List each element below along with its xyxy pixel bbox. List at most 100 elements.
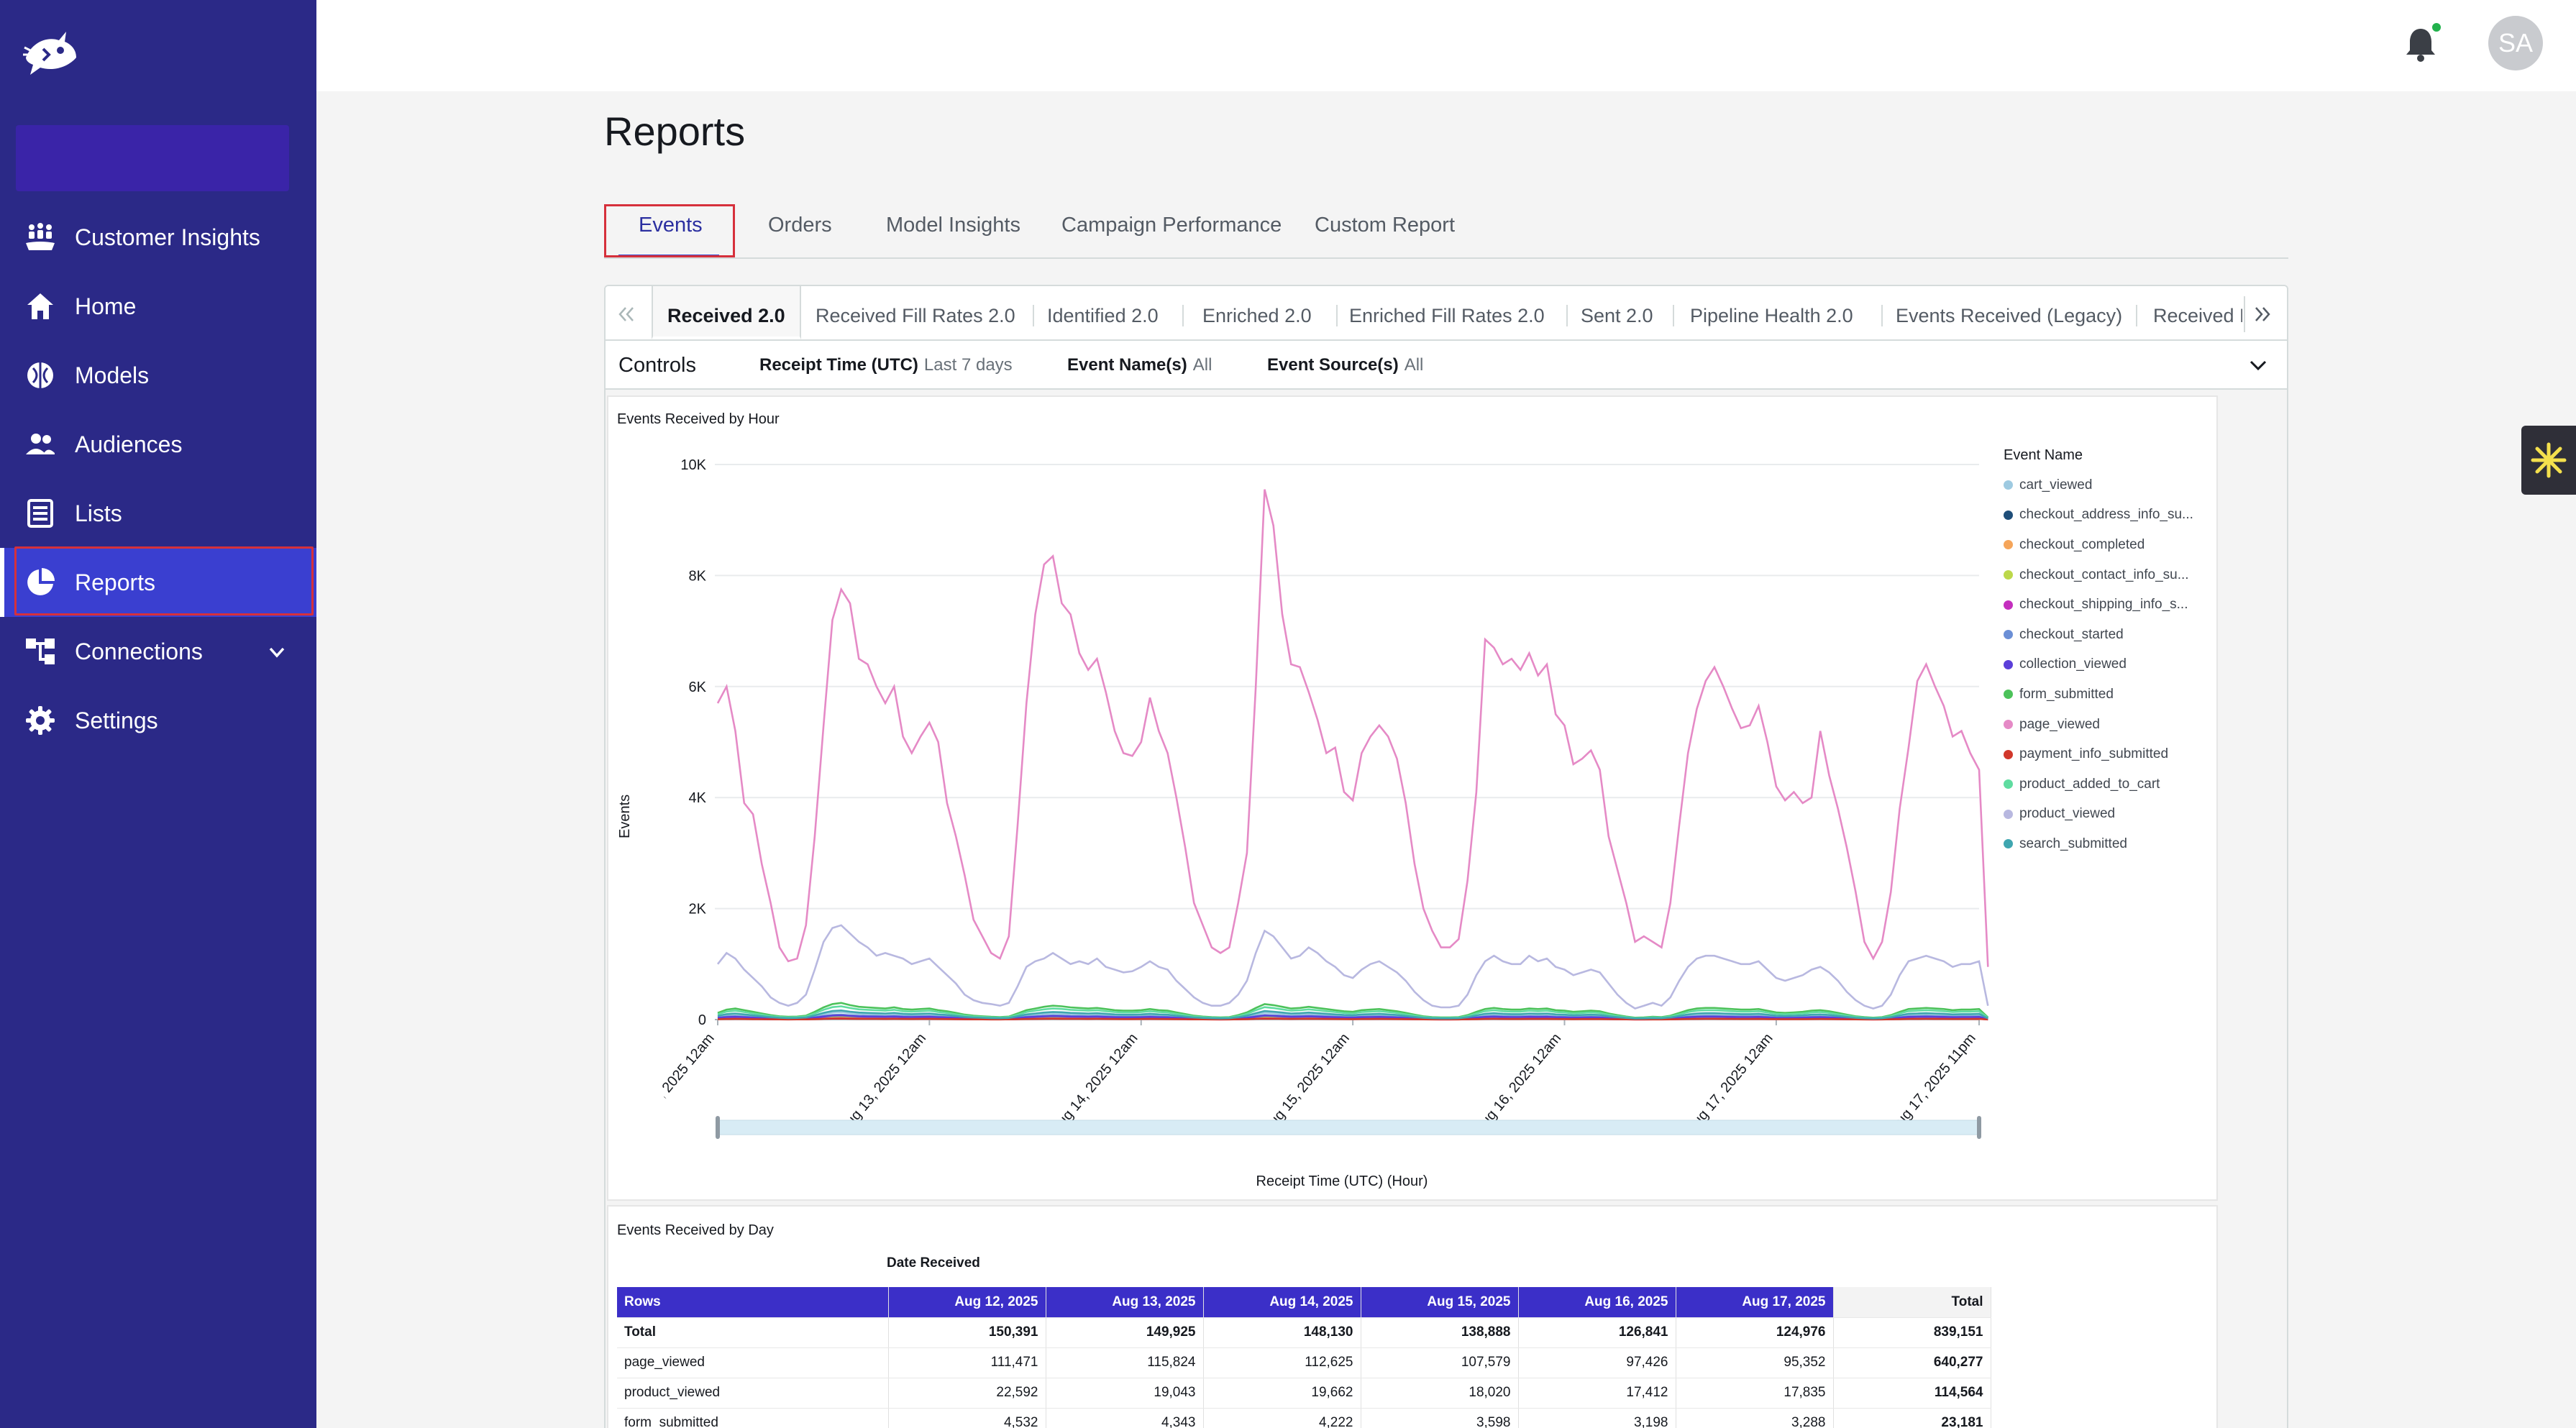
column-header[interactable]: Aug 17, 2025 (1676, 1287, 1833, 1317)
range-handle-right (1977, 1116, 1981, 1139)
legend-item[interactable]: checkout_contact_info_su... (2004, 560, 2219, 590)
table-cell: 4,532 (888, 1408, 1046, 1428)
time-range-slider (718, 1120, 1979, 1135)
filter-receipt-time[interactable]: Receipt Time (UTC) Last 7 days (759, 341, 1013, 390)
legend-item[interactable]: payment_info_submitted (2004, 739, 2219, 769)
gear-icon (24, 705, 56, 736)
controls-title: Controls (618, 341, 696, 390)
table-cell: 97,426 (1518, 1347, 1676, 1378)
table-title: Events Received by Day (617, 1222, 774, 1239)
notification-indicator (2431, 22, 2442, 33)
legend-item[interactable]: product_added_to_cart (2004, 769, 2219, 800)
tab-campaign-performance[interactable]: Campaign Performance (1061, 204, 1282, 257)
column-header[interactable]: Aug 16, 2025 (1518, 1287, 1676, 1317)
table-row: page_viewed 111,471 115,824 112,625 107,579 9… (617, 1347, 1991, 1378)
tab-orders[interactable]: Orders (768, 204, 832, 257)
legend-swatch (2004, 690, 2013, 699)
table-cell: 111,471 (888, 1347, 1046, 1378)
legend-swatch (2004, 480, 2013, 490)
tab-custom-report[interactable]: Custom Report (1315, 204, 1455, 257)
sidebar-item-label: Audiences (75, 410, 182, 479)
legend-item[interactable]: search_submitted (2004, 829, 2219, 859)
legend-item[interactable]: cart_viewed (2004, 470, 2219, 500)
table-cell: 17,412 (1518, 1378, 1676, 1408)
legend-label: checkout_address_info_su... (2019, 507, 2193, 523)
filter-event-names[interactable]: Event Name(s) All (1067, 341, 1212, 390)
subtab-sent[interactable]: Sent 2.0 (1581, 286, 1653, 339)
tab-model-insights[interactable]: Model Insights (886, 204, 1020, 257)
avatar[interactable]: SA (2488, 16, 2543, 70)
report-card: Received 2.0 Received Fill Rates 2.0 Ide… (604, 285, 2288, 1428)
sidebar-item-models[interactable]: Models (0, 341, 316, 410)
legend-title: Event Name (2004, 440, 2219, 470)
legend-item[interactable]: page_viewed (2004, 710, 2219, 740)
legend-item[interactable]: checkout_address_info_su... (2004, 500, 2219, 531)
legend-swatch (2004, 540, 2013, 549)
filter-event-sources[interactable]: Event Source(s) All (1267, 341, 1423, 390)
row-label: form_submitted (617, 1408, 888, 1428)
table-cell: 126,841 (1518, 1317, 1676, 1347)
row-total-cell: 23,181 (1833, 1408, 1991, 1428)
legend-item[interactable]: product_viewed (2004, 800, 2219, 830)
column-header[interactable]: Rows (617, 1287, 888, 1317)
chevron-down-icon[interactable] (266, 641, 288, 663)
column-header[interactable]: Aug 14, 2025 (1203, 1287, 1361, 1317)
scroll-right-button[interactable] (2244, 296, 2280, 332)
sparkle-icon (2529, 440, 2569, 480)
legend-label: product_viewed (2019, 806, 2115, 822)
legend-item[interactable]: form_submitted (2004, 679, 2219, 710)
sidebar-item-reports[interactable]: Reports (0, 548, 316, 617)
column-header[interactable]: Aug 12, 2025 (888, 1287, 1046, 1317)
app-logo[interactable] (22, 26, 79, 78)
active-tab-indicator (618, 255, 719, 257)
legend-item[interactable]: collection_viewed (2004, 650, 2219, 680)
column-header-total[interactable]: Total (1833, 1287, 1991, 1317)
subtab-divider (1033, 305, 1034, 326)
legend-swatch (2004, 511, 2013, 520)
subtab-identified[interactable]: Identified 2.0 (1047, 286, 1159, 339)
legend-item[interactable]: checkout_started (2004, 620, 2219, 650)
events-by-day-table: Rows Aug 12, 2025 Aug 13, 2025 Aug 14, 2025… (617, 1287, 1991, 1428)
legend-swatch (2004, 779, 2013, 789)
chevron-down-icon[interactable] (2247, 354, 2270, 377)
table-row: product_viewed 22,592 19,043 19,662 18,020 17… (617, 1378, 1991, 1408)
subtab-received-truncated[interactable]: Received E (2153, 286, 2242, 339)
table-header-row: Rows Aug 12, 2025 Aug 13, 2025 Aug 14, 2025… (617, 1287, 1991, 1317)
sidebar-item-audiences[interactable]: Audiences (0, 410, 316, 479)
subtab-received-fill-rates[interactable]: Received Fill Rates 2.0 (816, 286, 1015, 339)
sidebar-item-label: Settings (75, 686, 158, 755)
column-header[interactable]: Aug 13, 2025 (1046, 1287, 1203, 1317)
y-tick-label: 6K (689, 679, 707, 695)
legend-swatch (2004, 720, 2013, 729)
table-cell: 3,288 (1676, 1408, 1833, 1428)
legend-item[interactable]: checkout_completed (2004, 530, 2219, 560)
table-row: form_submitted 4,532 4,343 4,222 3,598 3,198 3… (617, 1408, 1991, 1428)
subtab-pipeline-health[interactable]: Pipeline Health 2.0 (1690, 286, 1853, 339)
table-panel: Events Received by Day Date Received Row… (607, 1205, 2218, 1428)
workspace-selector[interactable] (16, 125, 289, 191)
column-header[interactable]: Aug 15, 2025 (1361, 1287, 1518, 1317)
sidebar-item-connections[interactable]: Connections (0, 617, 316, 686)
sidebar-item-label: Home (75, 272, 136, 341)
subtab-enriched-fill-rates[interactable]: Enriched Fill Rates 2.0 (1349, 286, 1545, 339)
subtab-enriched[interactable]: Enriched 2.0 (1202, 286, 1312, 339)
legend-swatch (2004, 600, 2013, 610)
subtab-divider (1182, 305, 1184, 326)
double-chevron-right-icon (2252, 303, 2273, 325)
legend-label: form_submitted (2019, 687, 2114, 702)
table-cell: 18,020 (1361, 1378, 1518, 1408)
sidebar-item-customer-insights[interactable]: Customer Insights (0, 203, 316, 272)
subtab-received[interactable]: Received 2.0 (652, 286, 801, 339)
sidebar-item-settings[interactable]: Settings (0, 686, 316, 755)
sidebar-item-lists[interactable]: Lists (0, 479, 316, 548)
legend-label: checkout_completed (2019, 537, 2145, 553)
assistant-widget-button[interactable] (2521, 426, 2576, 495)
legend-item[interactable]: checkout_shipping_info_s... (2004, 590, 2219, 620)
sidebar-item-home[interactable]: Home (0, 272, 316, 341)
scroll-left-button[interactable] (608, 296, 644, 332)
subtab-events-received-legacy[interactable]: Events Received (Legacy) (1896, 286, 2122, 339)
tab-events[interactable]: Events (639, 204, 703, 257)
report-controls[interactable]: Controls Receipt Time (UTC) Last 7 days E… (606, 341, 2288, 390)
y-tick-label: 8K (689, 568, 707, 584)
